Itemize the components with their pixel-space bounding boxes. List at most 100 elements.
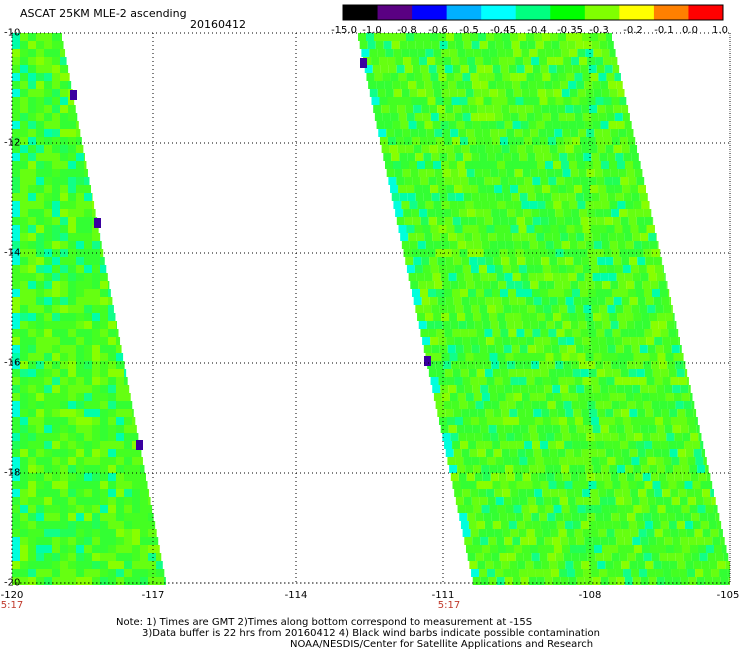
swath-cell bbox=[493, 105, 502, 113]
swath-cell bbox=[124, 577, 132, 585]
swath-cell bbox=[648, 537, 657, 545]
swath-cell bbox=[595, 209, 604, 217]
swath-cell bbox=[603, 57, 612, 65]
swath-cell bbox=[648, 233, 657, 241]
swath-cell bbox=[499, 249, 508, 257]
swath-cell bbox=[704, 537, 713, 545]
swath-cell bbox=[60, 345, 68, 353]
swath-cell bbox=[28, 417, 36, 425]
swath-cell bbox=[542, 113, 551, 121]
swath-cell bbox=[148, 529, 156, 537]
swath-cell bbox=[406, 113, 415, 121]
swath-cell bbox=[638, 337, 647, 345]
swath-cell bbox=[506, 473, 515, 481]
swath-cell bbox=[395, 97, 404, 105]
swath-cell bbox=[654, 337, 663, 345]
swath-cell bbox=[665, 545, 674, 553]
swath-cell bbox=[611, 57, 618, 65]
swath-cell bbox=[624, 385, 633, 393]
swath-cell bbox=[597, 561, 606, 569]
lat-tick: -18 bbox=[4, 467, 21, 479]
swath-cell bbox=[570, 321, 579, 329]
swath-cell bbox=[463, 345, 472, 353]
swath-cell bbox=[116, 409, 124, 417]
swath-cell bbox=[108, 473, 116, 481]
swath-cell bbox=[541, 561, 550, 569]
swath-cell bbox=[116, 361, 124, 369]
swath-cell bbox=[92, 193, 93, 201]
swath-cell bbox=[611, 289, 620, 297]
swath-cell bbox=[573, 145, 582, 153]
swath-cell bbox=[508, 369, 517, 377]
swath-cell bbox=[479, 153, 488, 161]
swath-cell bbox=[84, 489, 92, 497]
swath-cell bbox=[488, 537, 497, 545]
swath-cell bbox=[515, 553, 524, 561]
swath-cell bbox=[634, 321, 643, 329]
swath-cell bbox=[618, 281, 627, 289]
swath-cell bbox=[12, 369, 20, 377]
swath-cell bbox=[400, 161, 409, 169]
swath-cell bbox=[461, 449, 470, 457]
swath-cell bbox=[641, 505, 650, 513]
swath-cell bbox=[28, 41, 36, 49]
swath-cell bbox=[443, 249, 452, 257]
swath-cell bbox=[647, 305, 656, 313]
swath-cell bbox=[52, 217, 60, 225]
swath-cell bbox=[443, 289, 452, 297]
swath-cell bbox=[500, 329, 509, 337]
swath-cell bbox=[595, 553, 604, 561]
swath-cell bbox=[555, 361, 564, 369]
swath-cell bbox=[116, 401, 124, 409]
swath-cell bbox=[552, 81, 561, 89]
swath-cell bbox=[414, 185, 423, 193]
swath-cell bbox=[683, 513, 692, 521]
swath-cell bbox=[132, 465, 140, 473]
swath-cell bbox=[533, 449, 542, 457]
swath-cell bbox=[68, 169, 76, 177]
swath-cell bbox=[526, 489, 535, 497]
swath-cell bbox=[595, 137, 604, 145]
swath-cell bbox=[539, 361, 548, 369]
swath-cell bbox=[465, 353, 474, 361]
swath-cell bbox=[641, 201, 650, 209]
swath-cell bbox=[536, 233, 545, 241]
swath-cell bbox=[52, 137, 60, 145]
swath-cell bbox=[652, 481, 661, 489]
swath-cell bbox=[613, 409, 622, 417]
swath-cell bbox=[529, 49, 538, 57]
swath-cell bbox=[12, 89, 20, 97]
swath-cell bbox=[532, 217, 541, 225]
swath-cell bbox=[412, 217, 421, 225]
swath-cell bbox=[630, 489, 639, 497]
swath-cell bbox=[579, 209, 588, 217]
swath-cell bbox=[446, 185, 455, 193]
swath-cell bbox=[571, 97, 580, 105]
swath-cell bbox=[547, 361, 556, 369]
swath-cell bbox=[690, 473, 699, 481]
swath-cell bbox=[124, 409, 132, 417]
swath-cell bbox=[60, 321, 68, 329]
swath-cell bbox=[500, 217, 509, 225]
swath-cell bbox=[84, 433, 92, 441]
swath-cell bbox=[576, 425, 585, 433]
swath-cell bbox=[545, 201, 554, 209]
swath-cell bbox=[598, 33, 606, 41]
swath-cell bbox=[20, 465, 28, 473]
swath-cell bbox=[459, 361, 468, 369]
swath-cell bbox=[124, 489, 132, 497]
swath-cell bbox=[36, 465, 44, 473]
swath-cell bbox=[590, 33, 598, 41]
swath-cell bbox=[621, 297, 630, 305]
swath-cell bbox=[669, 561, 678, 569]
swath-cell bbox=[28, 353, 36, 361]
swath-cell bbox=[435, 401, 444, 409]
swath-cell bbox=[444, 369, 453, 377]
swath-cell bbox=[632, 233, 641, 241]
swath-cell bbox=[585, 465, 594, 473]
swath-cell bbox=[108, 425, 116, 433]
swath-cell bbox=[440, 425, 449, 433]
swath-cell bbox=[576, 385, 585, 393]
swath-cell bbox=[68, 337, 76, 345]
swath-cell bbox=[68, 209, 76, 217]
